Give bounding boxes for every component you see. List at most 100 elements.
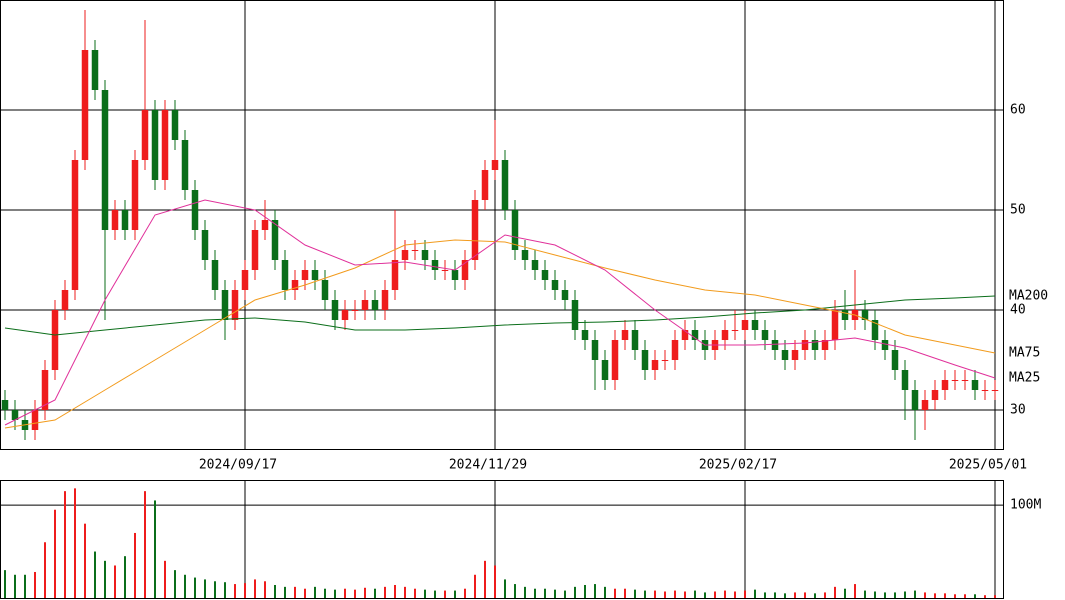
- candle-body: [61, 290, 69, 310]
- candle-body: [151, 110, 159, 180]
- volume-bar: [44, 542, 46, 598]
- volume-bar: [754, 589, 756, 598]
- candle-body: [81, 50, 89, 160]
- candle-body: [551, 280, 559, 290]
- candle-body: [101, 90, 109, 230]
- volume-bar: [544, 588, 546, 598]
- candle-body: [771, 340, 779, 350]
- candle-body: [341, 310, 349, 320]
- candle-body: [541, 270, 549, 280]
- volume-bar: [194, 577, 196, 598]
- candle-body: [41, 370, 49, 410]
- volume-bar: [114, 565, 116, 598]
- volume-bar: [184, 574, 186, 598]
- candle-body: [261, 220, 269, 230]
- volume-bar: [874, 591, 876, 598]
- volume-bar: [684, 591, 686, 598]
- candle-body: [111, 210, 119, 230]
- candle-body: [471, 200, 479, 260]
- candle-body: [651, 360, 659, 370]
- volume-bar: [824, 592, 826, 598]
- candle-body: [431, 260, 439, 270]
- volume-bar: [924, 592, 926, 598]
- candle-body: [621, 330, 629, 340]
- candle-body: [411, 250, 419, 251]
- volume-bar: [534, 588, 536, 598]
- candle-body: [351, 310, 359, 311]
- candle-body: [871, 320, 879, 340]
- volume-bar: [134, 532, 136, 598]
- price-panel-frame: [0, 0, 1004, 450]
- volume-bar: [484, 560, 486, 598]
- volume-bar: [64, 491, 66, 598]
- candle-body: [131, 160, 139, 230]
- volume-bar: [624, 588, 626, 598]
- candle-body: [581, 330, 589, 340]
- candle-body: [751, 320, 759, 330]
- volume-bar: [154, 500, 156, 598]
- volume-bar: [954, 594, 956, 598]
- candle-body: [691, 330, 699, 340]
- candle-body: [921, 400, 929, 410]
- volume-bar: [394, 584, 396, 598]
- candle-body: [981, 390, 989, 391]
- volume-bar: [164, 560, 166, 598]
- volume-bar: [214, 581, 216, 598]
- candle-body: [901, 370, 909, 390]
- candle-body: [661, 360, 669, 361]
- candle-body: [361, 300, 369, 310]
- volume-bar: [254, 579, 256, 598]
- volume-bar: [564, 590, 566, 598]
- candle-body: [461, 260, 469, 280]
- candle-body: [181, 140, 189, 190]
- volume-bar: [4, 570, 6, 598]
- candle-body: [241, 270, 249, 290]
- x-tick-label: 2024/09/17: [199, 458, 277, 473]
- legend-label: MA25: [1009, 371, 1040, 386]
- volume-bar: [474, 574, 476, 598]
- candle-body: [141, 110, 149, 160]
- volume-bar: [404, 586, 406, 598]
- candle-body: [961, 380, 969, 381]
- volume-bar: [574, 586, 576, 598]
- candle-body: [211, 260, 219, 290]
- volume-bar: [654, 590, 656, 598]
- candle-body: [601, 360, 609, 380]
- candle-body: [791, 350, 799, 360]
- volume-bar: [344, 588, 346, 598]
- candle-body: [951, 380, 959, 381]
- volume-bar: [424, 589, 426, 598]
- volume-bar: [414, 588, 416, 598]
- volume-bar: [514, 584, 516, 598]
- volume-bar: [354, 589, 356, 598]
- candle-body: [161, 110, 169, 180]
- candle-body: [331, 300, 339, 320]
- candle-body: [251, 230, 259, 270]
- candle-body: [531, 260, 539, 270]
- volume-bar: [494, 565, 496, 598]
- candle-body: [681, 330, 689, 340]
- candle-body: [171, 110, 179, 140]
- volume-bar: [944, 593, 946, 598]
- volume-bar: [894, 592, 896, 598]
- candle-body: [401, 250, 409, 260]
- candle-body: [931, 390, 939, 400]
- x-tick-label: 2025/05/01: [949, 458, 1027, 473]
- candle-body: [781, 350, 789, 360]
- volume-panel-frame: [0, 480, 1004, 599]
- volume-bar: [644, 590, 646, 598]
- candle-body: [221, 290, 229, 320]
- volume-bar: [984, 595, 986, 598]
- candle-body: [201, 230, 209, 260]
- volume-bar: [224, 582, 226, 598]
- candle-body: [841, 310, 849, 320]
- candle-body: [311, 270, 319, 280]
- volume-bar: [264, 581, 266, 598]
- candle-body: [391, 260, 399, 290]
- candle-body: [761, 330, 769, 340]
- candle-body: [911, 390, 919, 410]
- candle-body: [271, 220, 279, 260]
- candle-body: [11, 410, 19, 420]
- volume-bar: [774, 592, 776, 598]
- candle-body: [521, 250, 529, 260]
